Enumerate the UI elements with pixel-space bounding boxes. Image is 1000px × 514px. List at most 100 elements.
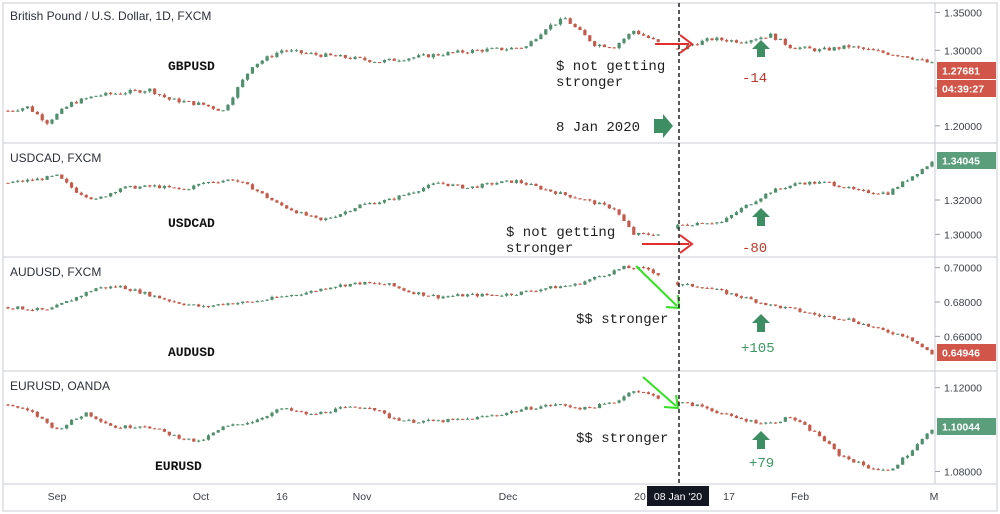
- candle: [705, 405, 709, 410]
- candle: [377, 62, 382, 64]
- candle: [260, 191, 264, 194]
- candle: [231, 178, 235, 181]
- candle: [842, 45, 846, 50]
- candle: [558, 191, 563, 194]
- candle: [549, 285, 553, 290]
- candle: [602, 275, 607, 278]
- candle: [817, 180, 822, 184]
- candle: [109, 285, 113, 290]
- candle: [192, 304, 196, 306]
- candle: [495, 47, 499, 49]
- candle: [431, 419, 435, 422]
- candle: [783, 187, 787, 190]
- candle: [255, 300, 259, 303]
- candle: [500, 47, 504, 51]
- candle: [769, 421, 773, 424]
- candle: [231, 423, 235, 427]
- candle: [392, 282, 396, 287]
- candle: [182, 99, 186, 103]
- right-arrow-icon: [654, 114, 673, 138]
- candle: [798, 307, 802, 313]
- price-badge: 1.34045: [937, 152, 996, 169]
- candle: [138, 185, 142, 190]
- candle: [417, 53, 421, 58]
- candle: [133, 426, 137, 429]
- candle: [377, 201, 382, 205]
- candle: [637, 29, 641, 35]
- candle: [685, 223, 690, 226]
- candle: [715, 36, 719, 42]
- candle: [915, 442, 919, 451]
- candle: [206, 305, 211, 309]
- candle: [729, 39, 734, 43]
- candle: [304, 211, 308, 216]
- candle: [118, 426, 123, 429]
- candle: [656, 39, 660, 43]
- candle: [358, 203, 362, 209]
- candle: [40, 308, 44, 311]
- candle: [607, 402, 611, 405]
- candle: [915, 173, 919, 178]
- candle: [607, 46, 611, 49]
- candle: [588, 278, 592, 283]
- candle: [157, 295, 162, 299]
- candle: [695, 221, 699, 226]
- candle: [412, 291, 416, 295]
- candle: [646, 266, 651, 271]
- candle: [857, 188, 861, 191]
- candle: [348, 406, 352, 408]
- green-arrow-icon: [642, 376, 680, 410]
- candle: [94, 287, 98, 292]
- candle: [255, 418, 259, 423]
- candle: [837, 184, 841, 188]
- candle: [729, 413, 734, 417]
- candle: [21, 306, 25, 310]
- candle: [426, 295, 431, 297]
- candle: [333, 407, 338, 413]
- candle: [25, 407, 30, 412]
- candle: [40, 177, 44, 182]
- price-badge-text: 1.34045: [942, 156, 980, 168]
- candle: [446, 51, 450, 56]
- candle: [456, 292, 460, 297]
- candle: [808, 181, 812, 186]
- candle: [21, 107, 25, 112]
- candle: [695, 43, 699, 46]
- candle: [861, 189, 866, 192]
- candle: [822, 181, 827, 183]
- price-badge-text: 0.64946: [942, 348, 980, 360]
- candle: [876, 467, 880, 471]
- candle: [783, 416, 787, 423]
- candle: [705, 286, 709, 289]
- candle: [373, 282, 377, 285]
- candle: [910, 337, 915, 342]
- candle: [426, 418, 431, 422]
- candle: [519, 179, 523, 185]
- date-highlight-text: 08 Jan '20: [654, 491, 702, 503]
- candle: [373, 61, 377, 64]
- candle: [436, 294, 440, 300]
- up-arrow-icon: [752, 40, 770, 57]
- candle: [534, 183, 538, 187]
- candle: [280, 295, 284, 298]
- candle: [490, 293, 494, 296]
- candle: [861, 323, 866, 325]
- candle: [803, 310, 807, 313]
- candle: [847, 43, 851, 49]
- candle: [857, 45, 861, 49]
- candle: [89, 290, 93, 293]
- candle: [646, 391, 651, 395]
- up-arrow-icon: [752, 431, 770, 449]
- candle: [348, 210, 352, 213]
- candle: [30, 409, 35, 413]
- candle: [465, 417, 470, 420]
- candle: [778, 188, 783, 190]
- candle: [597, 275, 602, 278]
- candle: [167, 96, 171, 101]
- candle: [539, 33, 543, 40]
- candle: [162, 428, 167, 433]
- candle: [382, 410, 387, 415]
- candle: [60, 108, 64, 115]
- candle: [729, 214, 734, 220]
